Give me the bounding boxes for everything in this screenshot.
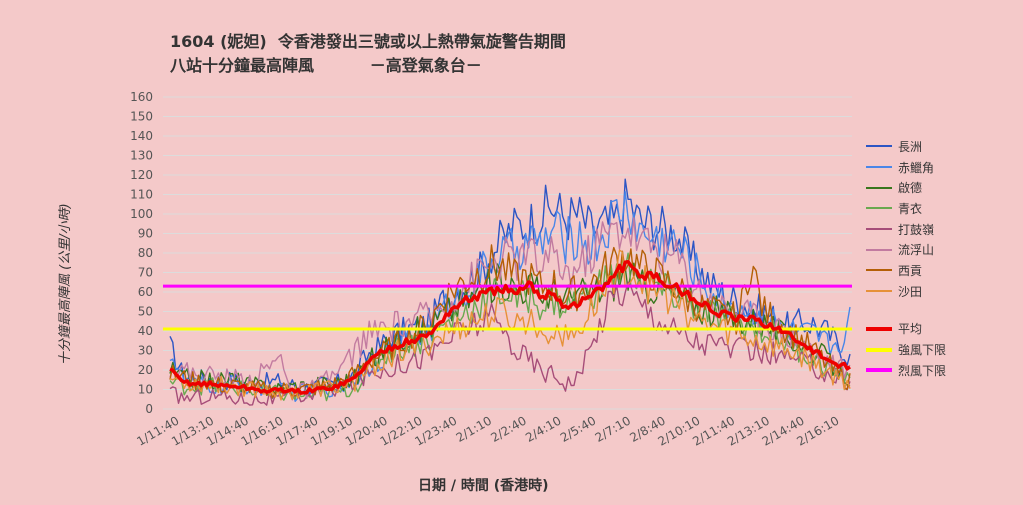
y-tick-label: 90 [138,227,153,241]
series-line [169,259,851,395]
legend-swatch [866,347,892,352]
y-tick-label: 10 [138,383,153,397]
series-line [169,249,851,401]
series-line [169,252,851,402]
x-tick-label: 2/1:10 [454,413,494,444]
legend-item: 打鼓嶺 [866,219,946,240]
legend-label: 烈風下限 [898,363,947,378]
chart-title-line2: 八站十分鐘最高陣風 －高登氣象台－ [170,56,482,75]
legend-item: 啟德 [866,177,946,198]
y-tick-label: 100 [130,207,153,221]
legend-label: 強風下限 [898,343,947,358]
legend-label: 打鼓嶺 [898,222,935,237]
legend-item: 赤鱲角 [866,157,946,178]
grid-lines [163,96,852,410]
y-tick-label: 40 [138,324,153,338]
legend-item: 平均 [866,319,946,340]
y-tick-labels: 0 10 20 30 40 50 60 70 80 90 100 110 120 130 140 150 160 [130,90,153,416]
y-tick-label: 160 [130,90,153,104]
legend-label: 流浮山 [898,243,935,258]
legend-swatch [866,290,892,293]
y-tick-label: 140 [130,129,153,143]
legend-item: 烈風下限 [866,360,946,381]
legend-item: 強風下限 [866,339,946,360]
y-tick-label: 50 [138,305,153,319]
x-tick-labels: 1/11:401/13:101/14:401/16:101/17:401/19:… [134,413,841,448]
legend: 長洲赤鱲角啟德青衣打鼓嶺流浮山西貢沙田平均強風下限烈風下限 [866,136,946,381]
legend-label: 長洲 [898,139,923,154]
x-tick-label: 2/4:10 [523,413,563,444]
legend-swatch [866,166,892,169]
legend-gap [866,302,946,319]
y-tick-label: 30 [138,344,153,358]
legend-item: 西貢 [866,260,946,281]
legend-item: 沙田 [866,281,946,302]
legend-swatch [866,248,892,251]
legend-swatch [866,228,892,231]
legend-label: 青衣 [898,201,923,216]
y-tick-label: 60 [138,285,153,299]
y-axis-label: 十分鐘最高陣風 (公里/小時) [58,203,73,365]
y-tick-label: 80 [138,246,153,260]
legend-label: 沙田 [898,284,923,299]
chart-title-line1: 1604 (妮妲) 令香港發出三號或以上熱帶氣旋警告期間 [170,32,566,51]
x-axis-label: 日期 / 時間 (香港時) [418,478,549,494]
legend-label: 西貢 [898,263,923,278]
legend-swatch [866,186,892,189]
y-tick-label: 20 [138,363,153,377]
legend-swatch [866,368,892,373]
x-tick-label: 2/5:40 [558,413,598,444]
y-tick-label: 0 [145,402,153,416]
series-line [169,217,851,400]
series-lines [163,178,852,406]
legend-swatch [866,326,892,331]
legend-label: 平均 [898,322,923,337]
y-tick-label: 150 [130,110,153,124]
legend-item: 長洲 [866,136,946,157]
y-tick-label: 130 [130,149,153,163]
legend-label: 啟德 [898,181,923,196]
legend-label: 赤鱲角 [898,160,935,175]
y-tick-label: 120 [130,168,153,182]
legend-item: 青衣 [866,198,946,219]
legend-item: 流浮山 [866,239,946,260]
legend-swatch [866,207,892,210]
y-tick-label: 70 [138,266,153,280]
x-tick-label: 2/7:10 [593,413,633,444]
legend-swatch [866,145,892,148]
y-tick-label: 110 [130,188,153,202]
legend-swatch [866,269,892,272]
x-tick-label: 2/2:40 [488,413,528,444]
